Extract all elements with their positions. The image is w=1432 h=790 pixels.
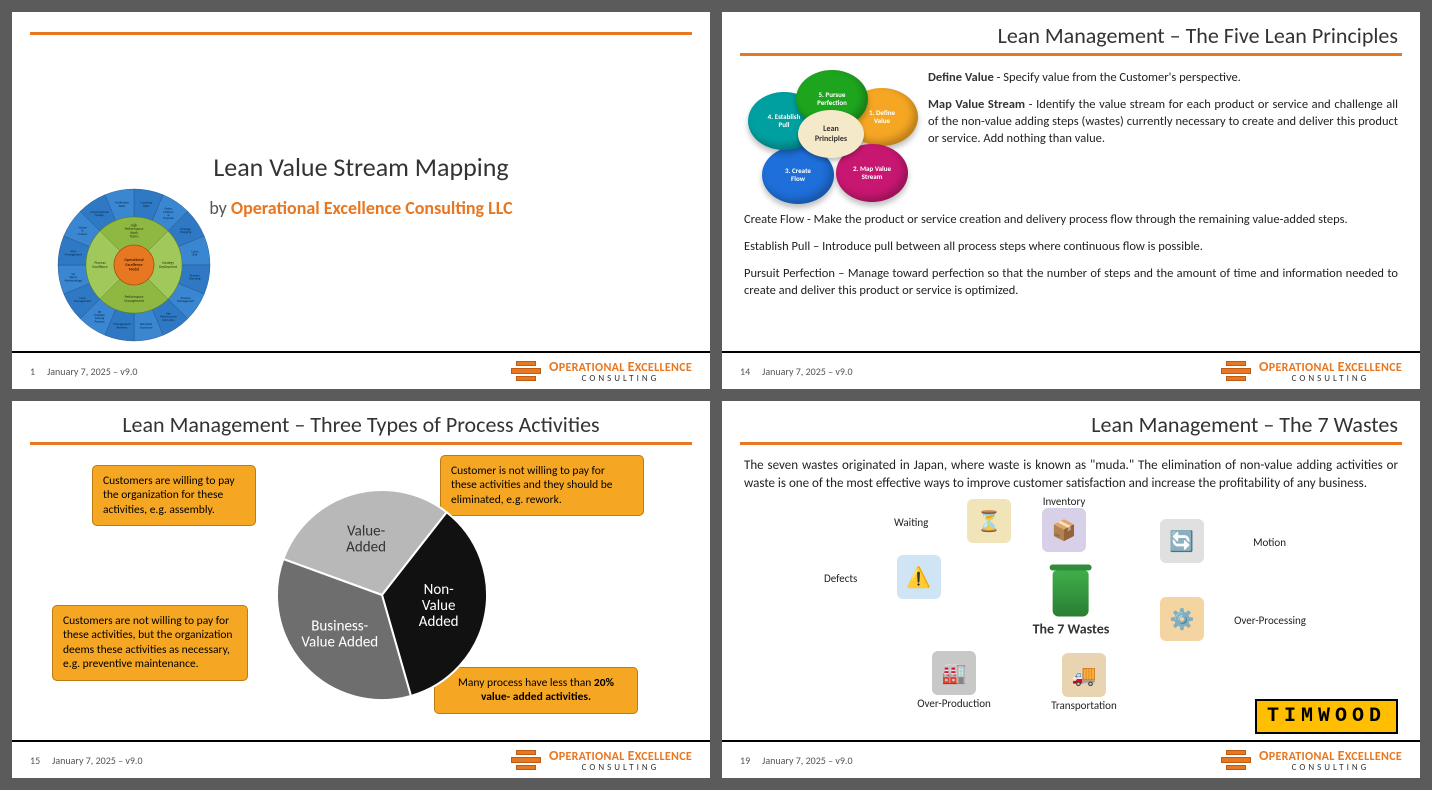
waste-icon: 🚚 bbox=[1062, 653, 1106, 697]
slide-footer: 15 January 7, 2025 – v9.0 OPERATIONAL EX… bbox=[12, 740, 710, 778]
pursuit-perfection-lead: Pursuit Perfection bbox=[744, 266, 835, 281]
slide-3: Lean Management – Three Types of Process… bbox=[12, 401, 710, 778]
page-number: 15 bbox=[30, 754, 40, 767]
waste-icon: ⚠️ bbox=[897, 555, 941, 599]
waste-label: Transportation bbox=[1044, 699, 1124, 712]
footer-date: January 7, 2025 – v9.0 bbox=[762, 365, 852, 378]
svg-text:ProcessPlanning: ProcessPlanning bbox=[189, 273, 201, 280]
principles-text-right: Define Value - Specify value from the Cu… bbox=[928, 70, 1398, 200]
wastes-intro: The seven wastes originated in Japan, wh… bbox=[744, 457, 1398, 493]
define-value-body: - Specify value from the Customer's pers… bbox=[994, 70, 1241, 85]
establish-pull-body: – Introduce pull between all process ste… bbox=[810, 239, 1203, 254]
slide-2: Lean Management – The Five Lean Principl… bbox=[722, 12, 1420, 389]
slide-2-body: 1. DefineValue2. Map ValueStream3. Creat… bbox=[722, 56, 1420, 351]
svg-text:StrategyMapping: StrategyMapping bbox=[180, 227, 192, 234]
slide-title: Lean Management – Three Types of Process… bbox=[12, 401, 710, 442]
callout-value-added: Customers are willing to pay the organiz… bbox=[92, 465, 256, 526]
waste-item-over-production: 🏭 Over-Production bbox=[914, 651, 994, 710]
svg-text:Vision,Mission&Purpose: Vision,Mission&Purpose bbox=[163, 206, 174, 220]
footer-logo: OPERATIONAL EXCELLENCE CONSULTING bbox=[509, 360, 692, 383]
pursuit-perfection-body: – Manage toward perfection so that the n… bbox=[744, 266, 1398, 298]
define-value-lead: Define Value bbox=[928, 70, 994, 85]
logo-text-line1: OPERATIONAL EXCELLENCE bbox=[549, 360, 692, 374]
diagram-center: LeanPrinciples bbox=[798, 110, 864, 158]
svg-text:ProcessExcellence: ProcessExcellence bbox=[92, 261, 107, 269]
page-number: 1 bbox=[30, 365, 35, 378]
logo-icon bbox=[509, 750, 543, 770]
slide-title: Lean Management – The 7 Wastes bbox=[722, 401, 1420, 442]
trash-icon bbox=[1053, 571, 1089, 617]
slide-title: Lean Management – The Five Lean Principl… bbox=[722, 12, 1420, 53]
slide-footer: 14 January 7, 2025 – v9.0 OPERATIONAL EX… bbox=[722, 351, 1420, 389]
waste-icon: ⏳ bbox=[967, 499, 1011, 543]
svg-text:Value-Added: Value-Added bbox=[346, 522, 386, 556]
oe-wheel-diagram: CoachingSkillsVision,Mission&PurposeStra… bbox=[46, 185, 222, 345]
waste-item-transportation: 🚚 Transportation bbox=[1044, 653, 1124, 712]
logo-icon bbox=[509, 361, 543, 381]
create-flow-lead: Create Flow bbox=[744, 212, 804, 227]
logo-icon bbox=[1219, 361, 1253, 381]
svg-text:Non-ValueAdded: Non-ValueAdded bbox=[419, 581, 459, 631]
slide-footer: 1 January 7, 2025 – v9.0 OPERATIONAL EXC… bbox=[12, 351, 710, 389]
footer-logo: OPERATIONAL EXCELLENCE CONSULTING bbox=[1219, 749, 1402, 772]
logo-icon bbox=[1219, 750, 1253, 770]
lean-principles-diagram: 1. DefineValue2. Map ValueStream3. Creat… bbox=[744, 70, 914, 200]
main-title: Lean Value Stream Mapping bbox=[34, 151, 688, 183]
slide-1-body: Lean Value Stream Mapping by Operational… bbox=[12, 35, 710, 351]
footer-date: January 7, 2025 – v9.0 bbox=[762, 754, 852, 767]
svg-text:BalancedScorecard: BalancedScorecard bbox=[140, 322, 153, 329]
company-name: Operational Excellence Consulting LLC bbox=[231, 197, 513, 219]
wastes-center: The 7 Wastes bbox=[1033, 571, 1110, 638]
wastes-center-label: The 7 Wastes bbox=[1033, 621, 1110, 638]
page-number: 14 bbox=[740, 365, 750, 378]
establish-pull-lead: Establish Pull bbox=[744, 239, 810, 254]
slide-4-body: The seven wastes originated in Japan, wh… bbox=[722, 445, 1420, 740]
waste-item-waiting: Waiting⏳ bbox=[894, 499, 1044, 545]
slide-4: Lean Management – The 7 Wastes The seven… bbox=[722, 401, 1420, 778]
footer-logo: OPERATIONAL EXCELLENCE CONSULTING bbox=[509, 749, 692, 772]
slide-1: Lean Value Stream Mapping by Operational… bbox=[12, 12, 710, 389]
waste-icon: ⚙️ bbox=[1160, 597, 1204, 641]
waste-icon: 🏭 bbox=[932, 651, 976, 695]
seven-wastes-diagram: Waiting⏳Inventory📦🔄Motion⚙️Over-Processi… bbox=[744, 499, 1398, 709]
footer-date: January 7, 2025 – v9.0 bbox=[47, 365, 137, 378]
slide-footer: 19 January 7, 2025 – v9.0 OPERATIONAL EX… bbox=[722, 740, 1420, 778]
svg-text:Business-Value Added: Business-Value Added bbox=[301, 617, 378, 651]
map-vs-lead: Map Value Stream bbox=[928, 97, 1025, 112]
waste-item-motion: 🔄Motion bbox=[1116, 519, 1286, 565]
slide-3-body: Customers are willing to pay the organiz… bbox=[12, 445, 710, 740]
callout-business-value-added: Customers are not willing to pay for the… bbox=[52, 605, 248, 681]
activities-pie-chart: Value-Added Non-ValueAdded Business-Value … bbox=[272, 485, 492, 705]
waste-icon: 📦 bbox=[1042, 508, 1086, 552]
timwood-badge: TIMWOOD bbox=[1255, 699, 1398, 734]
logo-text-line2: CONSULTING bbox=[549, 374, 692, 383]
waste-item-inventory: Inventory📦 bbox=[1024, 495, 1104, 554]
svg-text:PerformanceManagement: PerformanceManagement bbox=[124, 295, 144, 303]
footer-date: January 7, 2025 – v9.0 bbox=[52, 754, 142, 767]
footer-logo: OPERATIONAL EXCELLENCE CONSULTING bbox=[1219, 360, 1402, 383]
page-number: 19 bbox=[740, 754, 750, 767]
waste-item-defects: Defects⚠️ bbox=[824, 555, 974, 601]
waste-item-over-processing: ⚙️Over-Processing bbox=[1136, 597, 1306, 643]
create-flow-body: - Make the product or service creation a… bbox=[804, 212, 1348, 227]
principles-text-below: Create Flow - Make the product or servic… bbox=[744, 212, 1398, 300]
svg-text:Model: Model bbox=[129, 268, 140, 273]
waste-label: Over-Production bbox=[914, 697, 994, 710]
waste-label: Inventory bbox=[1024, 495, 1104, 508]
waste-icon: 🔄 bbox=[1160, 519, 1204, 563]
